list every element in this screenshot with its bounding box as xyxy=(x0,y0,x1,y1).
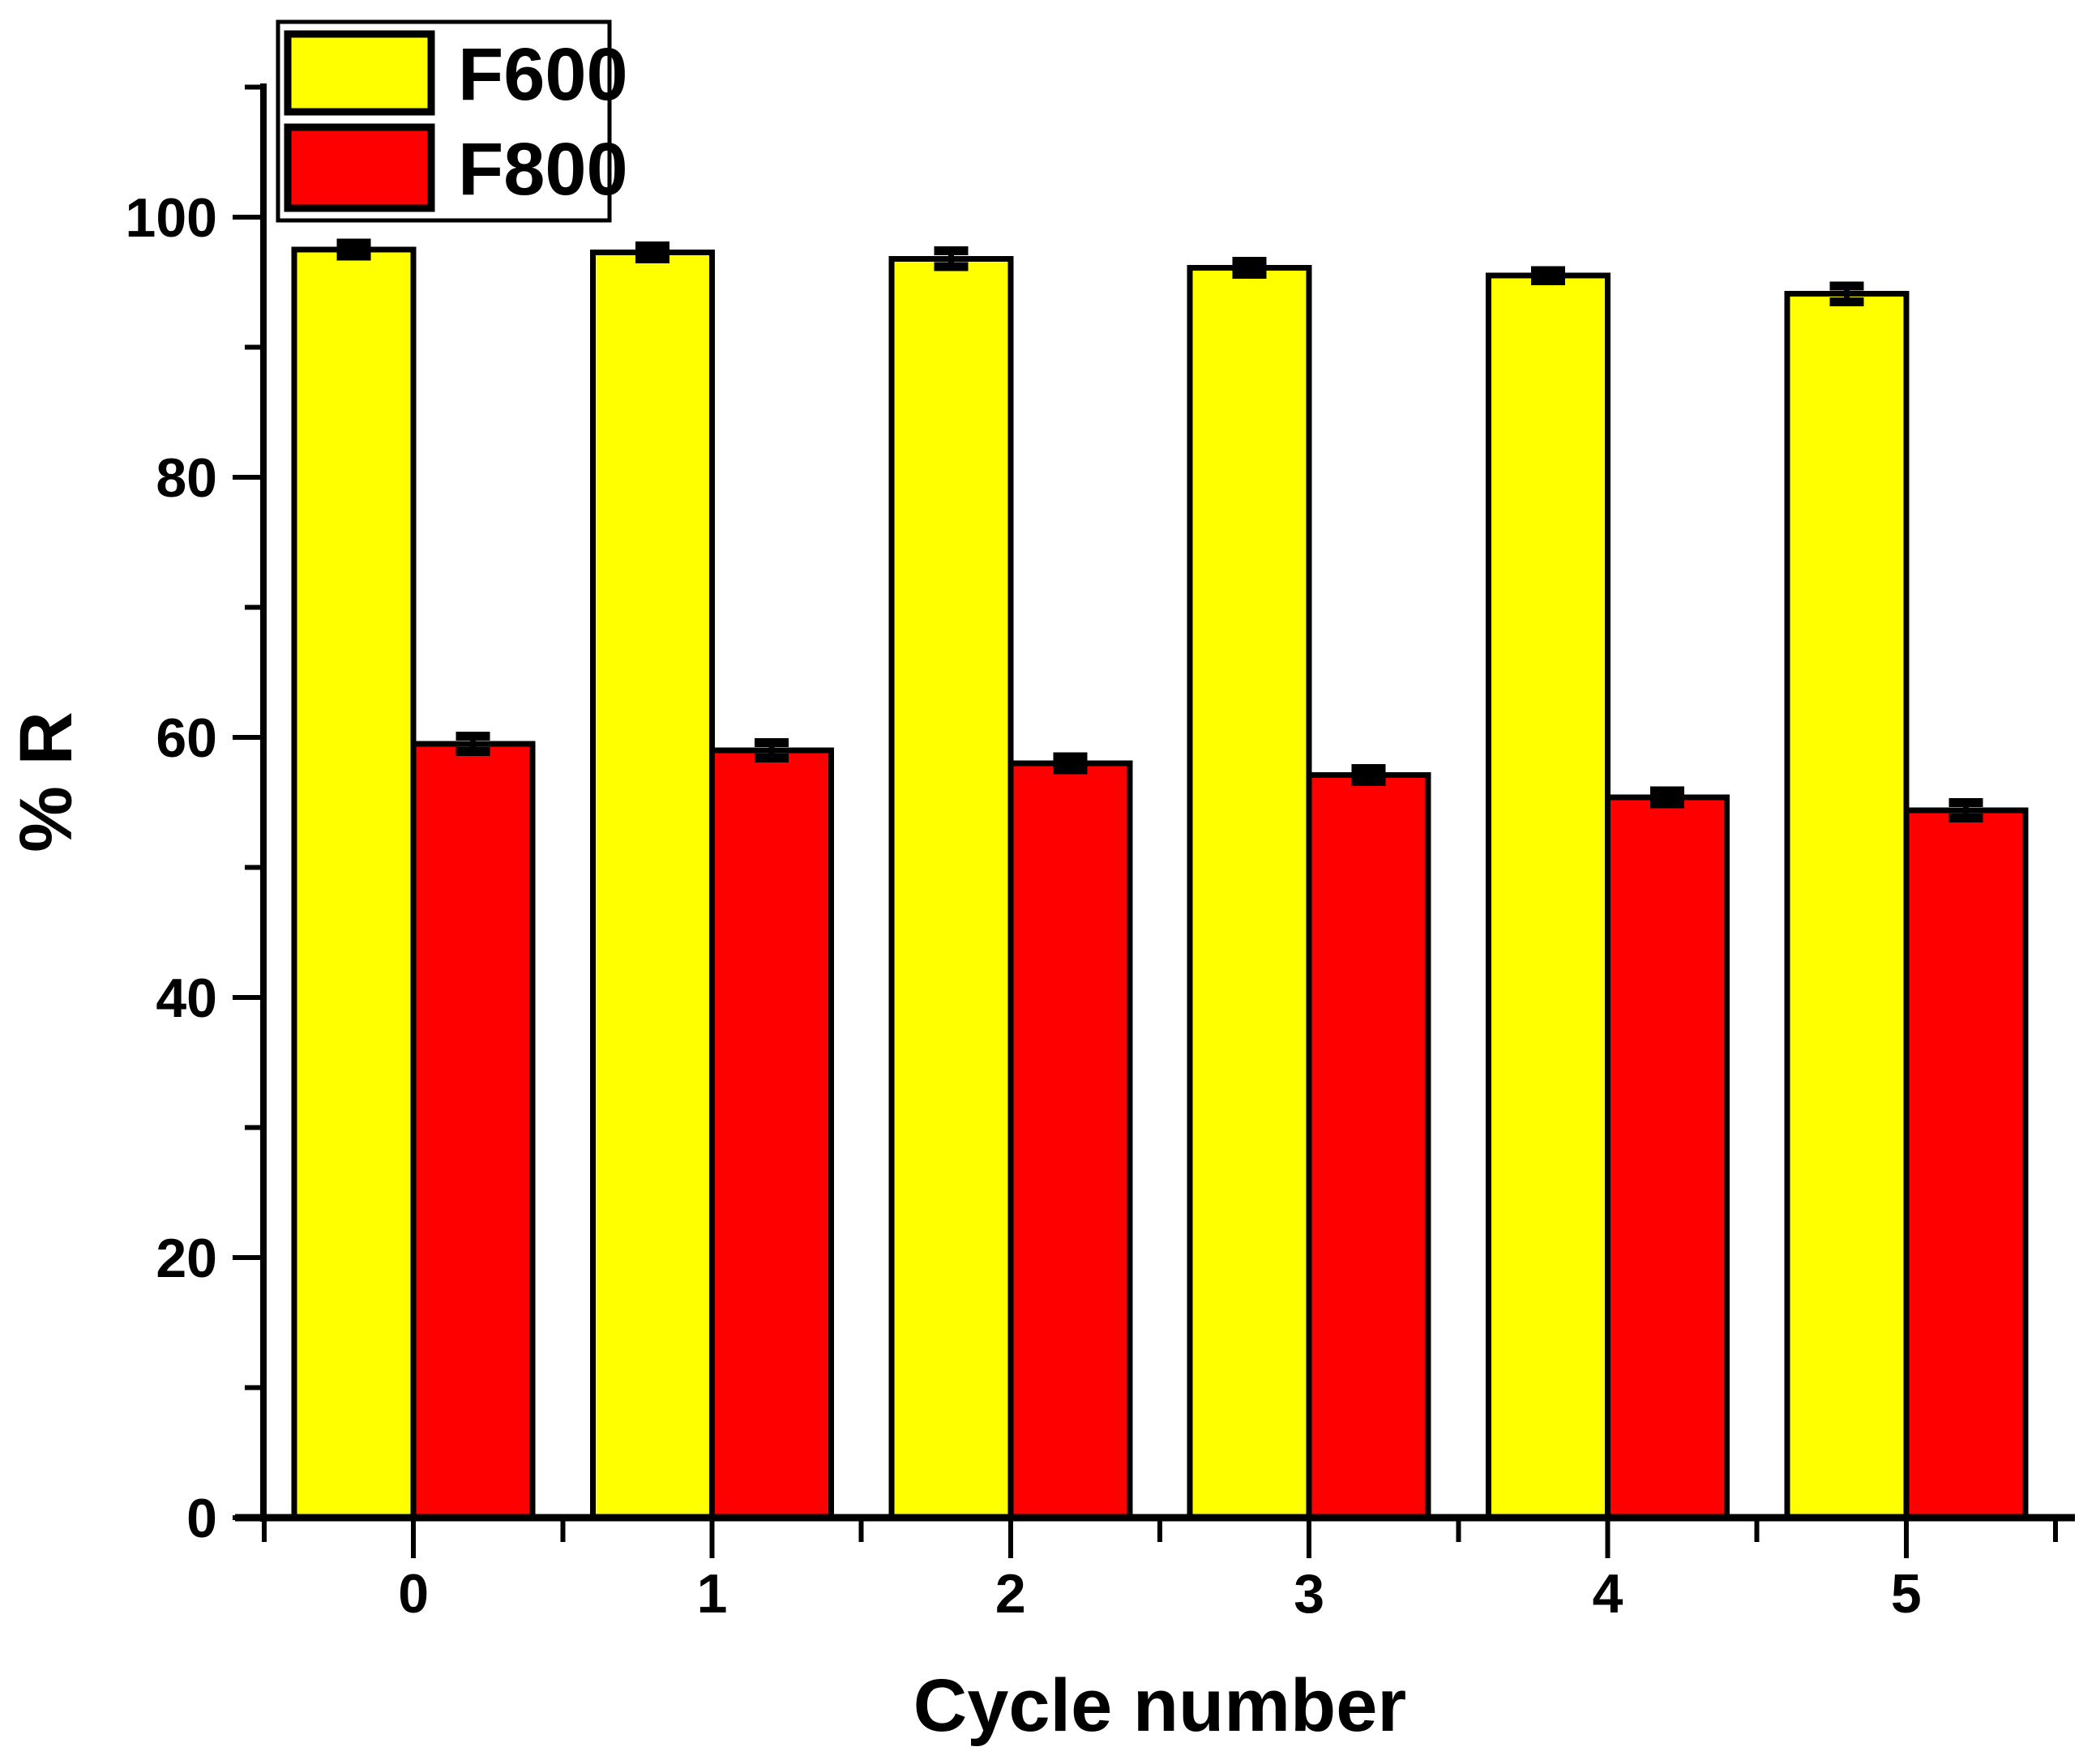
error-bar-f600-cycle-0 xyxy=(336,238,371,261)
y-tick-label-100: 100 xyxy=(126,187,217,249)
error-bar-f800-cycle-5 xyxy=(1948,797,1983,823)
x-tick-label-0: 0 xyxy=(398,1563,429,1625)
error-bar-f800-cycle-2 xyxy=(1053,752,1088,775)
bar-f600-cycle-2 xyxy=(888,255,1014,1521)
bar-f600-cycle-3 xyxy=(1187,265,1312,1521)
bar-f600-cycle-4 xyxy=(1485,272,1610,1521)
bar-f600-cycle-5 xyxy=(1784,291,1910,1521)
x-tick-label-2: 2 xyxy=(995,1563,1026,1625)
y-axis-title: % R xyxy=(5,711,88,852)
legend-label-f800: F800 xyxy=(458,128,628,211)
bar-f600-cycle-0 xyxy=(291,246,417,1521)
error-bar-f600-cycle-5 xyxy=(1829,281,1864,306)
x-axis-title: Cycle number xyxy=(913,1664,1406,1747)
x-tick-label-3: 3 xyxy=(1294,1563,1324,1625)
x-tick-label-1: 1 xyxy=(697,1563,728,1625)
bar-f800-cycle-0 xyxy=(410,741,536,1521)
bar-f800-cycle-1 xyxy=(708,747,834,1521)
x-tick-label-5: 5 xyxy=(1891,1563,1922,1625)
bar-f800-cycle-5 xyxy=(1903,807,2029,1521)
error-bar-f800-cycle-4 xyxy=(1649,786,1684,809)
y-tick-label-60: 60 xyxy=(156,707,217,769)
y-tick-label-80: 80 xyxy=(156,447,217,509)
bar-f800-cycle-4 xyxy=(1604,794,1730,1521)
axes-layer xyxy=(235,83,2075,1522)
x-tick-label-4: 4 xyxy=(1593,1563,1623,1625)
legend-swatch-f800 xyxy=(284,123,435,212)
bar-f800-cycle-2 xyxy=(1007,760,1133,1521)
ticks-layer: 0 20 40 60 80 100 0 1 2 3 4 5 xyxy=(126,84,2058,1625)
y-tick-label-0: 0 xyxy=(186,1488,217,1549)
bar-f800-cycle-3 xyxy=(1306,772,1431,1521)
bar-f600-cycle-1 xyxy=(589,249,715,1521)
error-bar-f600-cycle-4 xyxy=(1530,266,1565,286)
error-bar-f600-cycle-1 xyxy=(635,241,669,263)
error-bar-f800-cycle-0 xyxy=(456,731,490,757)
legend: F600 F800 xyxy=(276,19,628,223)
error-bar-f600-cycle-3 xyxy=(1232,257,1267,280)
error-bar-f600-cycle-2 xyxy=(934,246,969,271)
y-tick-label-20: 20 xyxy=(156,1228,217,1289)
legend-swatch-f600 xyxy=(284,30,435,116)
y-tick-label-40: 40 xyxy=(156,967,217,1029)
legend-label-f600: F600 xyxy=(458,33,628,116)
error-bar-f800-cycle-1 xyxy=(754,737,789,763)
bars-layer xyxy=(291,238,2029,1521)
error-bar-f800-cycle-3 xyxy=(1351,764,1386,787)
